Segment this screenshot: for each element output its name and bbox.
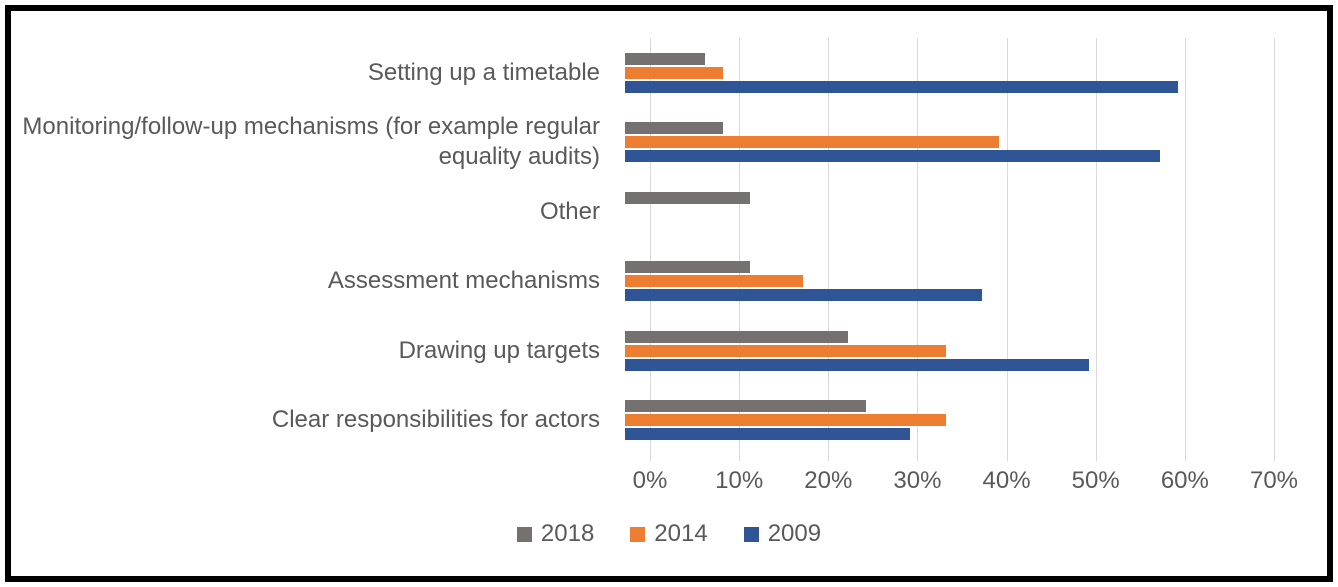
category-rows: Setting up a timetable Monitoring/follow-… xyxy=(11,38,1327,455)
bar-2018 xyxy=(625,191,750,204)
legend: 2018 2014 2009 xyxy=(11,520,1327,548)
bar-2018 xyxy=(625,400,866,413)
x-axis-tick-label: 10% xyxy=(715,467,764,494)
bar-2014 xyxy=(625,66,724,79)
chart-frame: Setting up a timetable Monitoring/follow-… xyxy=(5,5,1333,582)
axis-tick-mark xyxy=(917,455,919,461)
bar-2018 xyxy=(625,261,750,274)
category-row: Monitoring/follow-up mechanisms (for exa… xyxy=(11,108,1327,178)
bar-group xyxy=(625,38,1249,108)
plot-gridlines xyxy=(650,38,1275,461)
axis-tick-mark xyxy=(739,455,741,461)
x-axis-tick-label: 30% xyxy=(893,467,942,494)
gridline xyxy=(1006,38,1008,455)
category-label: Setting up a timetable xyxy=(367,58,600,86)
bar-2014 xyxy=(625,275,804,288)
x-axis: 0% 10% 20% 30% 40% 50% 60% 70% xyxy=(633,467,1298,497)
bar-2009 xyxy=(625,80,1178,93)
bar-group xyxy=(625,316,1249,386)
category-label: Clear responsibilities for actors xyxy=(271,406,600,434)
bar-2009 xyxy=(625,289,982,302)
x-axis-tick-label: 60% xyxy=(1160,467,1209,494)
axis-tick-mark xyxy=(1184,455,1186,461)
gridline xyxy=(739,38,741,455)
x-axis-tick-label: 20% xyxy=(804,467,853,494)
legend-swatch-icon xyxy=(630,526,646,542)
category-label: Assessment mechanisms xyxy=(327,267,600,295)
x-axis-tick-label: 40% xyxy=(982,467,1031,494)
legend-swatch-icon xyxy=(743,526,759,542)
bar-2014 xyxy=(625,344,946,357)
axis-tick-mark xyxy=(828,455,830,461)
category-row: Other xyxy=(11,177,1327,247)
category-label: Drawing up targets xyxy=(398,336,600,364)
gridline xyxy=(1184,38,1186,455)
bar-2014 xyxy=(625,136,1000,149)
gridline xyxy=(917,38,919,455)
legend-swatch-icon xyxy=(516,526,532,542)
bar-2014 xyxy=(625,414,946,427)
bar-group xyxy=(625,108,1249,178)
bar-group xyxy=(625,386,1249,456)
axis-tick-mark xyxy=(1006,455,1008,461)
bar-group xyxy=(625,177,1249,247)
axis-tick-mark xyxy=(1095,455,1097,461)
legend-item-2014: 2014 xyxy=(630,520,708,548)
category-row: Assessment mechanisms xyxy=(11,247,1327,317)
x-axis-tick-label: 0% xyxy=(632,467,668,494)
bar-2009 xyxy=(625,150,1160,163)
bar-2009 xyxy=(625,428,911,441)
legend-label: 2014 xyxy=(654,520,708,547)
gridline xyxy=(650,38,651,455)
legend-label: 2018 xyxy=(540,520,595,547)
gridline xyxy=(1274,38,1275,455)
x-axis-tick-label: 50% xyxy=(1071,467,1120,494)
gridline xyxy=(1095,38,1097,455)
grouped-bar-chart: Setting up a timetable Monitoring/follow-… xyxy=(11,11,1327,576)
bar-2009 xyxy=(625,358,1089,371)
category-row: Setting up a timetable xyxy=(11,38,1327,108)
category-row: Clear responsibilities for actors xyxy=(11,386,1327,456)
legend-label: 2009 xyxy=(767,520,822,547)
category-row: Drawing up targets xyxy=(11,316,1327,386)
category-label: Monitoring/follow-up mechanisms (for exa… xyxy=(22,113,600,171)
bar-group xyxy=(625,247,1249,317)
legend-item-2009: 2009 xyxy=(743,520,822,548)
legend-item-2018: 2018 xyxy=(516,520,595,548)
axis-tick-mark xyxy=(650,455,651,461)
x-axis-tick-label: 70% xyxy=(1249,467,1299,494)
bar-2018 xyxy=(625,122,724,135)
gridline xyxy=(828,38,830,455)
bar-2018 xyxy=(625,52,706,65)
bar-2018 xyxy=(625,330,848,343)
axis-tick-mark xyxy=(1274,455,1275,461)
category-label: Other xyxy=(539,197,600,225)
